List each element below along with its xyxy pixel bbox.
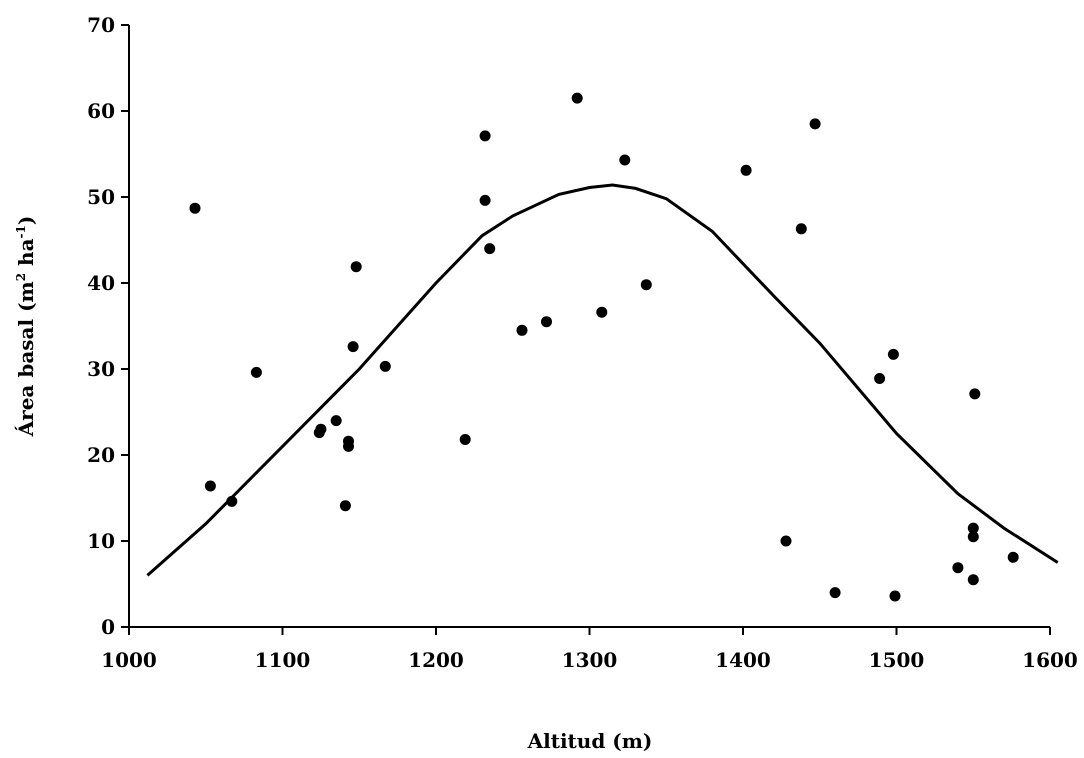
data-point-18: [541, 316, 552, 328]
data-point-7: [339, 500, 351, 512]
data-point-0: [189, 202, 201, 214]
x-tick-label-6: 1600: [1022, 648, 1078, 672]
data-point-25: [795, 223, 807, 235]
y-tick-label-1: 10: [87, 529, 115, 553]
data-point-22: [640, 279, 652, 291]
data-point-13: [459, 434, 471, 445]
y-tick-label-6: 60: [87, 99, 115, 123]
y-ticks: 0 10 20 30 40 50 60 70: [87, 13, 129, 639]
x-tick-label-5: 1500: [869, 648, 925, 672]
y-tick-label-5: 50: [87, 185, 115, 209]
data-point-24: [780, 535, 792, 547]
data-point-29: [887, 348, 899, 360]
y-axis-title-sup2: -1: [14, 225, 28, 238]
data-point-5: [315, 423, 327, 435]
x-tick-label-4: 1400: [715, 648, 771, 672]
data-point-27: [829, 587, 841, 599]
data-point-2: [226, 495, 238, 507]
y-axis-title-end: ): [14, 216, 38, 225]
y-tick-label-0: 0: [101, 615, 115, 639]
data-point-15: [479, 194, 491, 206]
x-axis-title: Altitud (m): [527, 729, 653, 753]
data-point-34: [967, 522, 979, 534]
y-axis-title-mid: ha: [14, 238, 38, 273]
x-tick-label-1: 1100: [255, 648, 311, 672]
data-point-19: [571, 92, 583, 104]
data-point-35: [969, 388, 981, 400]
data-point-17: [516, 324, 528, 336]
y-tick-label-7: 70: [87, 13, 115, 37]
x-tick-label-2: 1200: [408, 648, 464, 672]
data-point-26: [809, 118, 821, 130]
y-axis-title-main: Área basal (m: [14, 281, 38, 437]
data-points: [189, 92, 1019, 602]
axes: [128, 25, 1050, 628]
data-point-28: [874, 373, 886, 384]
data-point-31: [952, 562, 964, 574]
data-point-3: [250, 366, 262, 378]
data-point-23: [740, 164, 752, 176]
y-axis-title: Área basal (m2 ha-1): [14, 216, 38, 438]
data-point-20: [596, 306, 608, 318]
data-point-16: [484, 243, 496, 255]
y-tick-label-4: 40: [87, 271, 115, 295]
y-tick-label-3: 30: [87, 357, 115, 381]
y-tick-label-2: 20: [87, 443, 115, 467]
data-point-10: [347, 341, 359, 353]
data-point-9: [343, 435, 354, 447]
data-point-1: [204, 480, 216, 492]
x-ticks: 1000 1100 1200 1300 1400 1500 1600: [101, 627, 1078, 672]
data-point-32: [967, 574, 979, 586]
data-point-21: [619, 154, 631, 166]
y-axis-title-sup1: 2: [14, 273, 28, 281]
data-point-30: [889, 590, 901, 602]
data-point-6: [330, 415, 342, 427]
x-tick-label-0: 1000: [101, 648, 157, 672]
fitted-curve: [146, 183, 1059, 577]
x-tick-label-3: 1300: [562, 648, 618, 672]
data-point-33: [967, 531, 979, 543]
data-point-36: [1007, 551, 1019, 563]
data-point-14: [479, 130, 491, 142]
data-point-12: [379, 360, 391, 372]
data-point-11: [350, 261, 362, 273]
